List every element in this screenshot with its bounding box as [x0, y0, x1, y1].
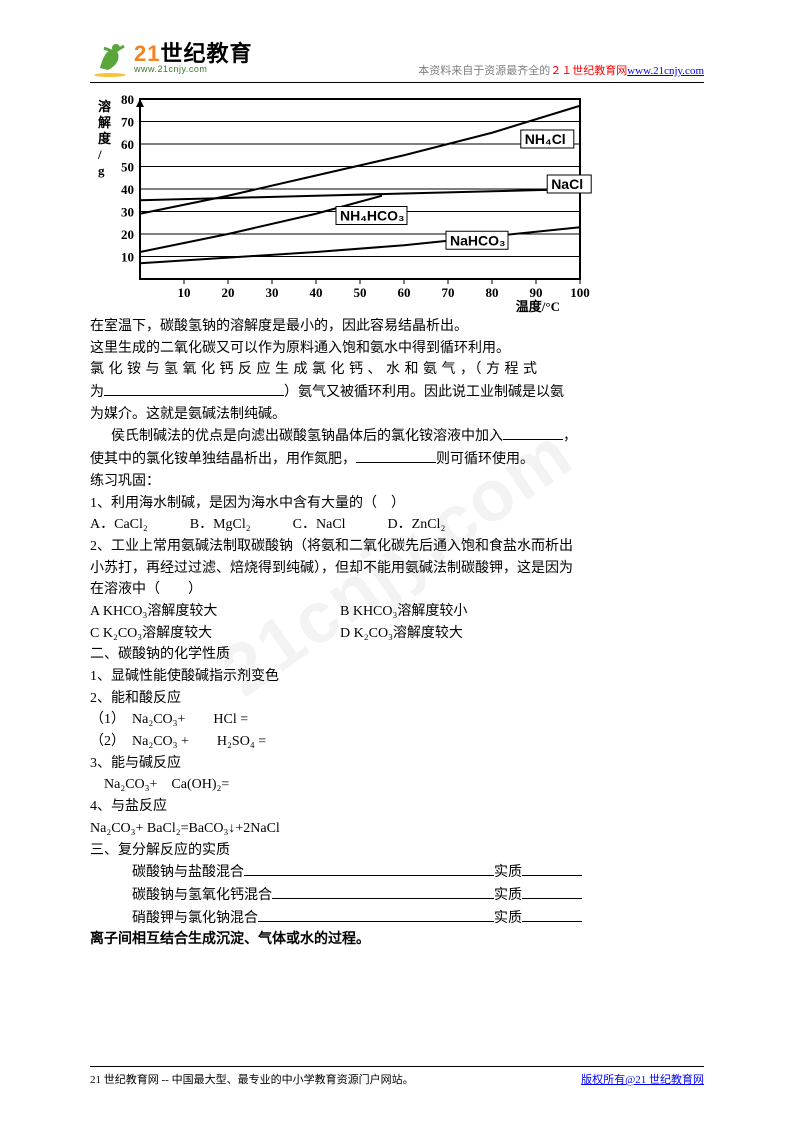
svg-text:/: / — [97, 147, 102, 162]
text-line: C K₂CO₃溶解度较大D K₂CO₃溶解度较大 — [90, 623, 704, 645]
page-footer: 21 世纪教育网 -- 中国最大型、最专业的中小学教育资源门户网站。 版权所有@… — [90, 1066, 704, 1087]
svg-text:70: 70 — [442, 285, 455, 300]
text-line: 小苏打，再经过过滤、焙烧得到纯碱），但却不能用氨碱法制碳酸钾，这是因为 — [90, 558, 704, 580]
header-link[interactable]: www.21cnjy.com — [627, 65, 704, 77]
svg-text:30: 30 — [266, 285, 279, 300]
text-line: 离子间相互结合生成沉淀、气体或水的过程。 — [90, 929, 704, 951]
text-line: 为媒介。这就是氨碱法制纯碱。 — [90, 404, 704, 426]
text-line: （2） Na₂CO₃ + H₂SO₄ = — [90, 731, 704, 753]
svg-text:30: 30 — [121, 205, 134, 220]
svg-text:60: 60 — [121, 137, 134, 152]
text-line: 在溶液中（ ） — [90, 579, 704, 601]
text-line: 二、碳酸钠的化学性质 — [90, 644, 704, 666]
svg-text:90: 90 — [530, 285, 543, 300]
svg-text:20: 20 — [121, 227, 134, 242]
svg-text:温度/°C: 温度/°C — [516, 299, 560, 314]
svg-text:40: 40 — [310, 285, 323, 300]
svg-text:40: 40 — [121, 182, 134, 197]
page-header: 21世纪教育 www.21cnjy.com 本资料来自于资源最齐全的２１世纪教育… — [90, 30, 704, 83]
text-line: A．CaCl₂ B．MgCl₂ C．NaCl D．ZnCl₂ — [90, 514, 704, 536]
text-line: 三、复分解反应的实质 — [90, 840, 704, 862]
svg-text:50: 50 — [121, 160, 134, 175]
svg-text:度: 度 — [98, 131, 112, 146]
text-line: 练习巩固： — [90, 471, 704, 493]
text-line: 碳酸钠与氢氧化钙混合实质 — [90, 884, 704, 907]
svg-text:NaHCO₃: NaHCO₃ — [450, 232, 505, 248]
svg-text:10: 10 — [178, 285, 191, 300]
text-line: 1、利用海水制碱，是因为海水中含有大量的（ ） — [90, 493, 704, 515]
header-tagline: 本资料来自于资源最齐全的２１世纪教育网www.21cnjy.com — [418, 62, 704, 78]
svg-text:70: 70 — [121, 115, 134, 130]
svg-text:60: 60 — [398, 285, 411, 300]
svg-text:10: 10 — [121, 250, 134, 265]
svg-text:NH₄Cl: NH₄Cl — [525, 131, 566, 147]
text-line: 2、工业上常用氨碱法制取碳酸钠（将氨和二氧化碳先后通入饱和食盐水而析出 — [90, 536, 704, 558]
text-line: 侯氏制碱法的优点是向滤出碳酸氢钠晶体后的氯化铵溶液中加入， — [90, 425, 704, 448]
logo-url: www.21cnjy.com — [134, 65, 253, 74]
text-line: Na₂CO₃+ BaCl₂=BaCO₃↓+2NaCl — [90, 818, 704, 840]
svg-text:50: 50 — [354, 285, 367, 300]
site-logo: 21世纪教育 www.21cnjy.com — [90, 38, 253, 78]
text-line: 碳酸钠与盐酸混合实质 — [90, 861, 704, 884]
text-line: 2、能和酸反应 — [90, 688, 704, 710]
svg-text:解: 解 — [97, 115, 111, 130]
logo-runner-icon — [90, 38, 130, 78]
text-line: Na₂CO₃+ Ca(OH)₂= — [90, 774, 704, 796]
svg-text:溶: 溶 — [98, 99, 111, 114]
text-line: 硝酸钾与氯化钠混合实质 — [90, 907, 704, 930]
text-line: 为）氨气又被循环利用。因此说工业制碱是以氨 — [90, 381, 704, 404]
svg-text:g: g — [98, 163, 105, 178]
text-line: 在室温下，碳酸氢钠的溶解度是最小的，因此容易结晶析出。 — [90, 316, 704, 338]
svg-text:80: 80 — [486, 285, 499, 300]
logo-text: 21世纪教育 — [134, 43, 253, 65]
document-body: 在室温下，碳酸氢钠的溶解度是最小的，因此容易结晶析出。 这里生成的二氧化碳又可以… — [90, 316, 704, 951]
svg-text:80: 80 — [121, 92, 134, 107]
text-line: A KHCO₃溶解度较大B KHCO₃溶解度较小 — [90, 601, 704, 623]
footer-link[interactable]: 版权所有@21 世纪教育网 — [581, 1071, 704, 1087]
svg-text:NaCl: NaCl — [551, 176, 583, 192]
text-line: 氯 化 铵 与 氢 氧 化 钙 反 应 生 成 氯 化 钙 、 水 和 氨 气 … — [90, 359, 704, 381]
text-line: 4、与盐反应 — [90, 796, 704, 818]
text-line: （1） Na₂CO₃+ HCl = — [90, 709, 704, 731]
text-line: 1、显碱性能使酸碱指示剂变色 — [90, 666, 704, 688]
svg-text:20: 20 — [222, 285, 235, 300]
footer-left: 21 世纪教育网 -- 中国最大型、最专业的中小学教育资源门户网站。 — [90, 1071, 581, 1087]
text-line: 这里生成的二氧化碳又可以作为原料通入饱和氨水中得到循环利用。 — [90, 338, 704, 360]
text-line: 3、能与碱反应 — [90, 753, 704, 775]
svg-text:NH₄HCO₃: NH₄HCO₃ — [340, 208, 404, 224]
svg-text:100: 100 — [570, 285, 590, 300]
solubility-chart: 10 20 30 40 50 60 70 80 10 20 30 40 50 60 70 80 90 100 溶解度… — [90, 89, 704, 314]
text-line: 使其中的氯化铵单独结晶析出，用作氮肥，则可循环使用。 — [90, 448, 704, 471]
